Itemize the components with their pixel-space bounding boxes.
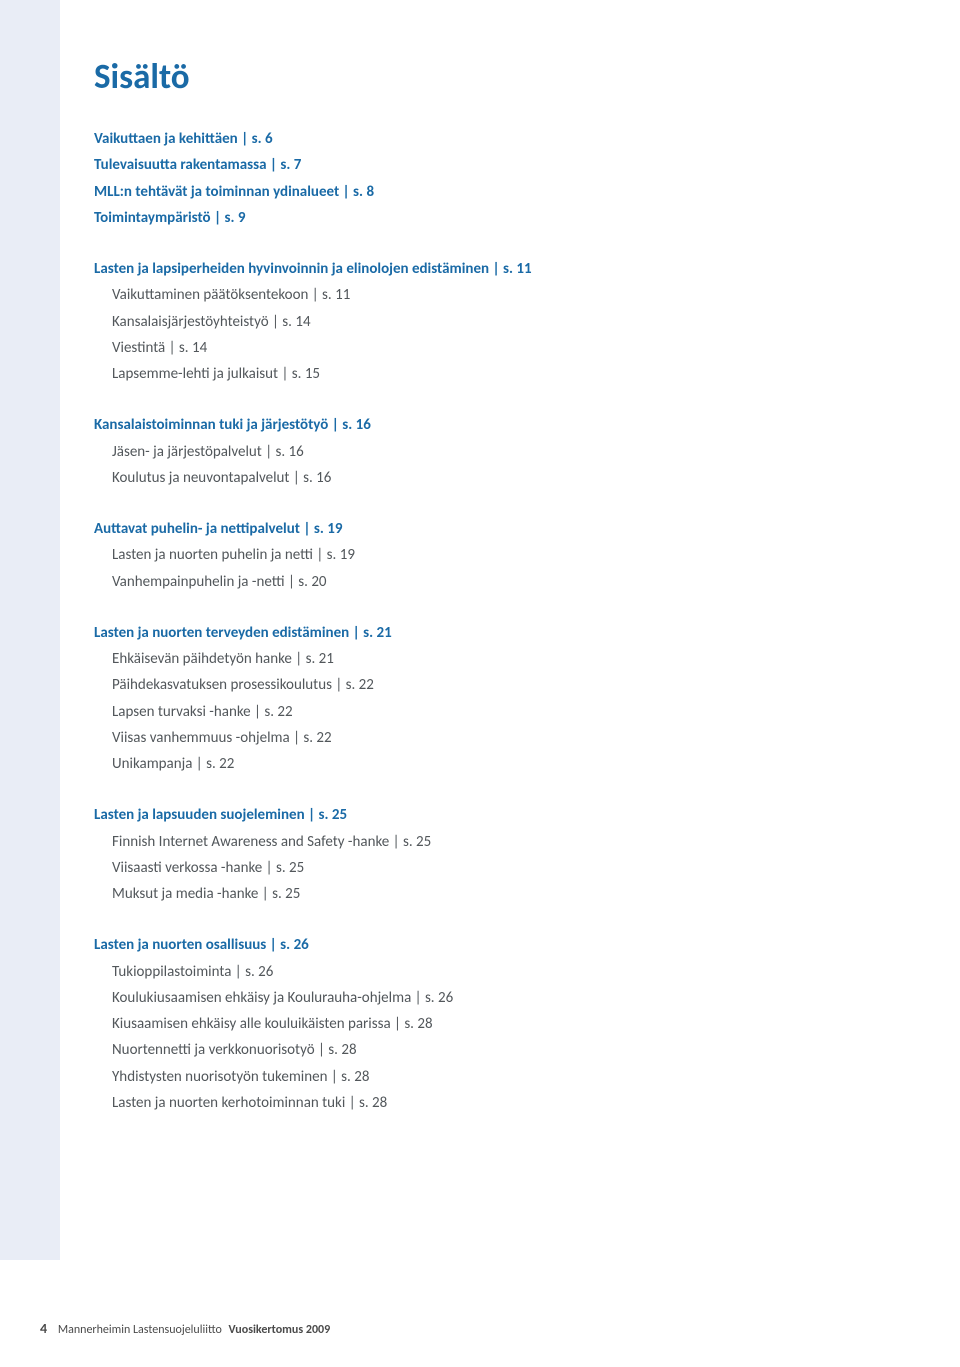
toc-section: Kansalaistoiminnan tuki ja järjestötyö |… xyxy=(94,414,794,490)
toc-item[interactable]: Finnish Internet Awareness and Safety -h… xyxy=(112,831,794,854)
toc-item[interactable]: Viestintä | s. 14 xyxy=(112,337,794,360)
toc-item[interactable]: Unikampanja | s. 22 xyxy=(112,753,794,776)
toc-heading[interactable]: Lasten ja nuorten osallisuus | s. 26 xyxy=(94,934,794,957)
toc-item[interactable]: Jäsen- ja järjestöpalvelut | s. 16 xyxy=(112,441,794,464)
toc-item[interactable]: Koulukiusaamisen ehkäisy ja Koulurauha-o… xyxy=(112,987,794,1010)
toc-content: Sisältö Vaikuttaen ja kehittäen | s. 6 Tu… xyxy=(94,56,794,1143)
toc-heading[interactable]: Lasten ja lapsiperheiden hyvinvoinnin ja… xyxy=(94,258,794,281)
toc-item[interactable]: Tukioppilastoiminta | s. 26 xyxy=(112,961,794,984)
toc-item[interactable]: Vaikuttaminen päätöksentekoon | s. 11 xyxy=(112,284,794,307)
toc-item[interactable]: Ehkäisevän päihdetyön hanke | s. 21 xyxy=(112,648,794,671)
toc-section: Vaikuttaen ja kehittäen | s. 6 Tulevaisuu… xyxy=(94,128,794,230)
toc-item[interactable]: Lasten ja nuorten kerhotoiminnan tuki | … xyxy=(112,1092,794,1115)
toc-section: Lasten ja nuorten osallisuus | s. 26 Tuki… xyxy=(94,934,794,1115)
footer-doc: Vuosikertomus 2009 xyxy=(229,1323,331,1337)
toc-heading[interactable]: Kansalaistoiminnan tuki ja järjestötyö |… xyxy=(94,414,794,437)
footer-org: Mannerheimin Lastensuojeluliitto xyxy=(58,1323,222,1337)
toc-section: Auttavat puhelin- ja nettipalvelut | s. … xyxy=(94,518,794,594)
toc-heading[interactable]: Lasten ja lapsuuden suojeleminen | s. 25 xyxy=(94,804,794,827)
toc-item[interactable]: Muksut ja media -hanke | s. 25 xyxy=(112,883,794,906)
toc-heading[interactable]: Lasten ja nuorten terveyden edistäminen … xyxy=(94,622,794,645)
toc-section: Lasten ja nuorten terveyden edistäminen … xyxy=(94,622,794,777)
toc-item[interactable]: Kiusaamisen ehkäisy alle kouluikäisten p… xyxy=(112,1013,794,1036)
toc-item[interactable]: Nuortennetti ja verkkonuorisotyö | s. 28 xyxy=(112,1039,794,1062)
toc-heading[interactable]: Auttavat puhelin- ja nettipalvelut | s. … xyxy=(94,518,794,541)
toc-section: Lasten ja lapsiperheiden hyvinvoinnin ja… xyxy=(94,258,794,386)
toc-item[interactable]: Lasten ja nuorten puhelin ja netti | s. … xyxy=(112,544,794,567)
side-band xyxy=(0,0,60,1260)
toc-heading[interactable]: Tulevaisuutta rakentamassa | s. 7 xyxy=(94,154,794,177)
toc-heading[interactable]: MLL:n tehtävät ja toiminnan ydinalueet |… xyxy=(94,181,794,204)
toc-item[interactable]: Yhdistysten nuorisotyön tukeminen | s. 2… xyxy=(112,1066,794,1089)
toc-item[interactable]: Lapsen turvaksi -hanke | s. 22 xyxy=(112,701,794,724)
toc-heading[interactable]: Toimintaympäristö | s. 9 xyxy=(94,207,794,230)
toc-item[interactable]: Viisas vanhemmuus -ohjelma | s. 22 xyxy=(112,727,794,750)
toc-item[interactable]: Lapsemme-lehti ja julkaisut | s. 15 xyxy=(112,363,794,386)
toc-heading[interactable]: Vaikuttaen ja kehittäen | s. 6 xyxy=(94,128,794,151)
page-title: Sisältö xyxy=(94,56,794,98)
toc-section: Lasten ja lapsuuden suojeleminen | s. 25… xyxy=(94,804,794,906)
toc-item[interactable]: Vanhempainpuhelin ja -netti | s. 20 xyxy=(112,571,794,594)
toc-item[interactable]: Koulutus ja neuvontapalvelut | s. 16 xyxy=(112,467,794,490)
page-number: 4 xyxy=(40,1320,47,1337)
page-footer: 4 Mannerheimin Lastensuojeluliitto Vuosi… xyxy=(40,1320,330,1337)
toc-item[interactable]: Viisaasti verkossa -hanke | s. 25 xyxy=(112,857,794,880)
toc-item[interactable]: Päihdekasvatuksen prosessikoulutus | s. … xyxy=(112,674,794,697)
toc-item[interactable]: Kansalaisjärjestöyhteistyö | s. 14 xyxy=(112,311,794,334)
